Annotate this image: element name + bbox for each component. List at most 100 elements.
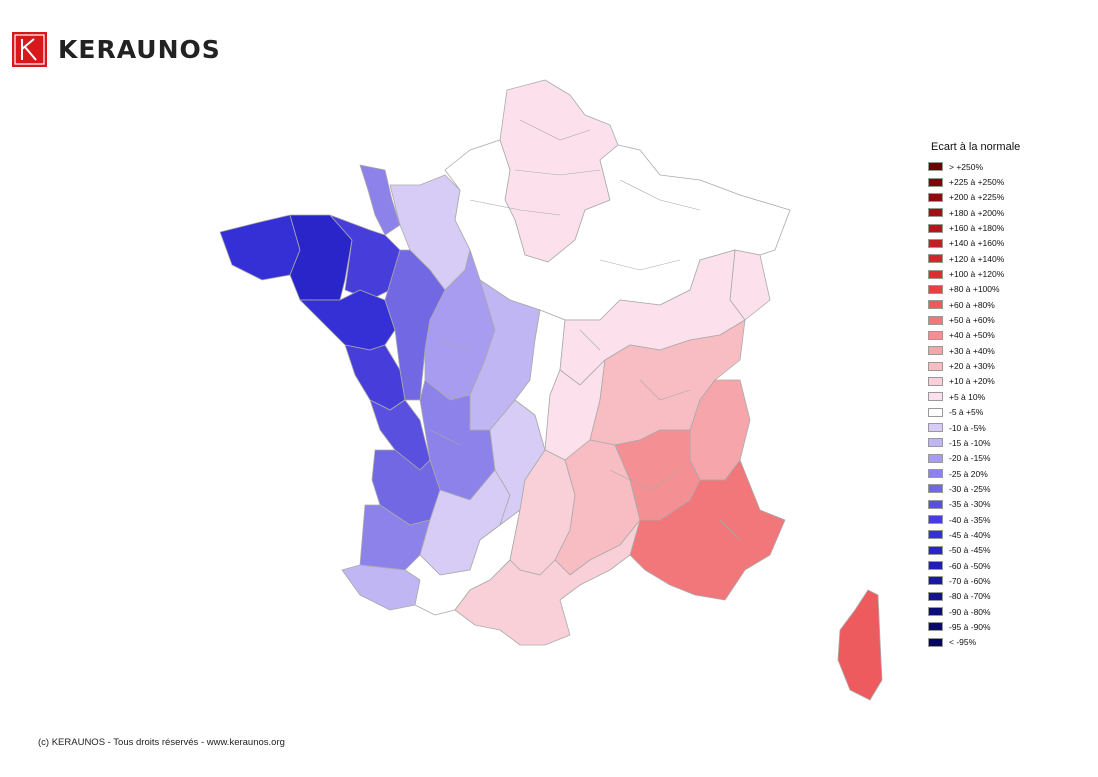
- legend-swatch: [928, 469, 943, 479]
- legend-item: -10 à -5%: [928, 420, 1020, 435]
- legend-swatch: [928, 515, 943, 525]
- legend-item: +100 à +120%: [928, 266, 1020, 281]
- legend-label: +20 à +30%: [949, 361, 995, 372]
- legend-label: -80 à -70%: [949, 591, 991, 602]
- legend-label: +100 à +120%: [949, 269, 1005, 280]
- department-border: [519, 119, 591, 141]
- legend-label: -60 à -50%: [949, 560, 991, 571]
- department-border: [619, 179, 701, 211]
- legend-swatch: [928, 269, 943, 279]
- legend-label: -50 à -45%: [949, 545, 991, 556]
- legend-swatch: [928, 177, 943, 187]
- legend-swatch: [928, 407, 943, 417]
- legend-label: +50 à +60%: [949, 315, 995, 326]
- region-pyrenees-mediterranean: [454, 519, 641, 646]
- legend-swatch: [928, 208, 943, 218]
- legend-item: -40 à -35%: [928, 512, 1020, 527]
- legend-swatch: [928, 591, 943, 601]
- legend-item: +50 à +60%: [928, 312, 1020, 327]
- legend-swatch: [928, 484, 943, 494]
- legend-swatch: [928, 223, 943, 233]
- legend-item: +225 à +250%: [928, 174, 1020, 189]
- legend-swatch: [928, 530, 943, 540]
- legend-item: +200 à +225%: [928, 190, 1020, 205]
- legend-swatch: [928, 192, 943, 202]
- department-border: [599, 259, 681, 271]
- legend-label: +5 à 10%: [949, 391, 986, 402]
- legend-label: +160 à +180%: [949, 223, 1005, 234]
- region-loire-atlantique: [299, 289, 396, 351]
- legend-swatch: [928, 254, 943, 264]
- legend-label: -20 à -15%: [949, 453, 991, 464]
- legend-swatch: [928, 330, 943, 340]
- legend-swatch: [928, 453, 943, 463]
- legend-swatch: [928, 284, 943, 294]
- legend-swatch: [928, 162, 943, 172]
- legend-label: -5 à +5%: [949, 407, 984, 418]
- legend-label: +60 à +80%: [949, 299, 995, 310]
- legend-item: -45 à -40%: [928, 527, 1020, 542]
- department-border: [429, 429, 461, 446]
- legend-label: +140 à +160%: [949, 238, 1005, 249]
- legend-item: -95 à -90%: [928, 619, 1020, 634]
- legend-label: < -95%: [949, 637, 977, 648]
- department-border: [579, 329, 601, 351]
- legend-swatch: [928, 423, 943, 433]
- legend-item: > +250%: [928, 159, 1020, 174]
- department-border: [439, 339, 471, 351]
- legend-label: +30 à +40%: [949, 345, 995, 356]
- legend-swatch: [928, 361, 943, 371]
- legend-swatch: [928, 545, 943, 555]
- legend-item: +5 à 10%: [928, 389, 1020, 404]
- legend-item: -20 à -15%: [928, 451, 1020, 466]
- legend-swatch: [928, 637, 943, 647]
- department-border: [719, 519, 741, 541]
- legend-label: -90 à -80%: [949, 606, 991, 617]
- legend-label: -45 à -40%: [949, 529, 991, 540]
- legend-item: -70 à -60%: [928, 573, 1020, 588]
- legend-item: -5 à +5%: [928, 405, 1020, 420]
- legend-swatch: [928, 300, 943, 310]
- legend-label: -70 à -60%: [949, 575, 991, 586]
- legend-item: +180 à +200%: [928, 205, 1020, 220]
- legend-swatch: [928, 561, 943, 571]
- legend-swatch: [928, 315, 943, 325]
- legend: Ecart à la normale > +250% +225 à +250% +2…: [928, 141, 1020, 650]
- legend-item: -80 à -70%: [928, 589, 1020, 604]
- legend-item: +80 à +100%: [928, 282, 1020, 297]
- region-brittany-west: [219, 214, 301, 281]
- keraunos-logo: KERAUNOS: [12, 32, 221, 67]
- legend-item: -15 à -10%: [928, 435, 1020, 450]
- legend-title: Ecart à la normale: [931, 141, 1021, 153]
- legend-label: +200 à +225%: [949, 192, 1005, 203]
- department-border: [639, 379, 691, 401]
- keraunos-k-icon: [12, 32, 47, 67]
- legend-item: +10 à +20%: [928, 374, 1020, 389]
- legend-label: +80 à +100%: [949, 284, 1000, 295]
- department-border: [469, 199, 561, 216]
- legend-swatch: [928, 238, 943, 248]
- legend-item: -60 à -50%: [928, 558, 1020, 573]
- legend-label: -95 à -90%: [949, 621, 991, 632]
- legend-label: -25 à 20%: [949, 468, 988, 479]
- legend-label: +40 à +50%: [949, 330, 995, 341]
- department-border: [609, 469, 681, 491]
- legend-items: > +250% +225 à +250% +200 à +225% +180 à +2…: [928, 159, 1020, 650]
- legend-item: -30 à -25%: [928, 481, 1020, 496]
- legend-label: +225 à +250%: [949, 177, 1005, 188]
- legend-item: +20 à +30%: [928, 358, 1020, 373]
- legend-swatch: [928, 392, 943, 402]
- legend-swatch: [928, 346, 943, 356]
- legend-item: -35 à -30%: [928, 497, 1020, 512]
- legend-label: -15 à -10%: [949, 437, 991, 448]
- legend-swatch: [928, 622, 943, 632]
- legend-item: +120 à +140%: [928, 251, 1020, 266]
- brand-name: KERAUNOS: [58, 35, 221, 64]
- legend-swatch: [928, 499, 943, 509]
- legend-item: +160 à +180%: [928, 220, 1020, 235]
- legend-label: > +250%: [949, 161, 984, 172]
- legend-item: +60 à +80%: [928, 297, 1020, 312]
- legend-label: -30 à -25%: [949, 483, 991, 494]
- legend-item: < -95%: [928, 635, 1020, 650]
